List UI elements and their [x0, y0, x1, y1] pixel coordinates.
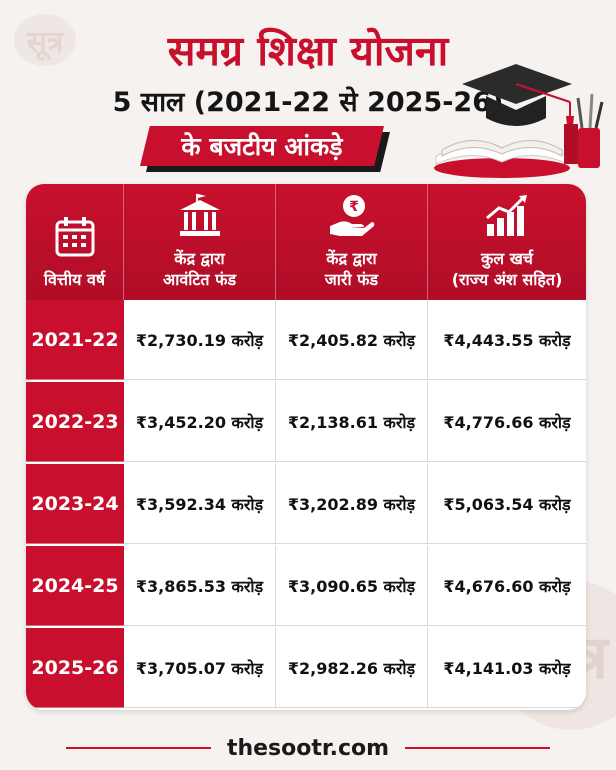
table-header-col-2: ₹ केंद्र द्वारा जारी फंड — [276, 184, 428, 300]
value-cell-allocated: ₹3,865.53 करोड़ — [124, 546, 276, 626]
table-header-label: आवंटित फंड — [162, 270, 237, 289]
table-header-label: (राज्य अंश सहित) — [451, 270, 563, 289]
value-cell-released: ₹2,982.26 करोड़ — [276, 628, 428, 708]
value-cell-released: ₹2,405.82 करोड़ — [276, 300, 428, 380]
svg-text:₹: ₹ — [349, 199, 359, 215]
footer: thesootr.com — [0, 734, 616, 762]
table-header-col-0: वित्तीय वर्ष — [26, 184, 124, 300]
value-cell-allocated: ₹3,592.34 करोड़ — [124, 464, 276, 544]
table-header-label: केंद्र द्वारा — [174, 249, 225, 268]
graduation-cap-book-icon — [434, 64, 604, 178]
government-building-icon — [176, 192, 224, 240]
value-cell-allocated: ₹3,452.20 करोड़ — [124, 382, 276, 462]
table-row: 2022-23 ₹3,452.20 करोड़ ₹2,138.61 करोड़ ₹4,… — [26, 382, 586, 462]
value-cell-total: ₹4,141.03 करोड़ — [428, 628, 586, 708]
value-cell-allocated: ₹3,705.07 करोड़ — [124, 628, 276, 708]
table-row: 2021-22 ₹2,730.19 करोड़ ₹2,405.82 करोड़ ₹4,… — [26, 300, 586, 380]
value-cell-released: ₹3,202.89 करोड़ — [276, 464, 428, 544]
year-cell: 2024-25 — [26, 546, 124, 626]
table-header-label: जारी फंड — [324, 270, 379, 289]
year-cell: 2023-24 — [26, 464, 124, 544]
website-link[interactable]: thesootr.com — [226, 735, 390, 761]
value-cell-allocated: ₹2,730.19 करोड़ — [124, 300, 276, 380]
page-subtitle: 5 साल (2021-22 से 2025-26) — [112, 87, 504, 118]
page-title: समग्र शिक्षा योजना — [167, 27, 449, 75]
year-cell: 2025-26 — [26, 628, 124, 708]
brand-logo: सूत्र — [14, 14, 76, 66]
value-cell-total: ₹5,063.54 करोड़ — [428, 464, 586, 544]
value-cell-total: ₹4,676.60 करोड़ — [428, 546, 586, 626]
footer-divider-right — [405, 747, 551, 749]
value-cell-released: ₹2,138.61 करोड़ — [276, 382, 428, 462]
table-row: 2025-26 ₹3,705.07 करोड़ ₹2,982.26 करोड़ ₹4,… — [26, 628, 586, 708]
rupee-hand-icon: ₹ — [328, 192, 376, 240]
budget-table: वित्तीय वर्ष केंद्र द्वारा आवंटित फंड ₹ केंद… — [26, 184, 586, 710]
value-cell-total: ₹4,443.55 करोड़ — [428, 300, 586, 380]
table-header-label: केंद्र द्वारा — [326, 249, 377, 268]
table-row: 2024-25 ₹3,865.53 करोड़ ₹3,090.65 करोड़ ₹4,… — [26, 546, 586, 626]
table-header-label: वित्तीय वर्ष — [43, 270, 106, 289]
title-ribbon: के बजटीय आंकड़े — [140, 126, 384, 166]
calendar-icon — [51, 213, 99, 261]
table-header-col-1: केंद्र द्वारा आवंटित फंड — [124, 184, 276, 300]
value-cell-released: ₹3,090.65 करोड़ — [276, 546, 428, 626]
table-header-row: वित्तीय वर्ष केंद्र द्वारा आवंटित फंड ₹ केंद… — [26, 184, 586, 300]
value-cell-total: ₹4,776.66 करोड़ — [428, 382, 586, 462]
year-cell: 2022-23 — [26, 382, 124, 462]
table-row: 2023-24 ₹3,592.34 करोड़ ₹3,202.89 करोड़ ₹5,… — [26, 464, 586, 544]
footer-divider-left — [65, 747, 211, 749]
table-header-label: कुल खर्च — [481, 249, 533, 268]
year-cell: 2021-22 — [26, 300, 124, 380]
growth-chart-icon — [483, 192, 531, 240]
table-header-col-3: कुल खर्च (राज्य अंश सहित) — [428, 184, 586, 300]
